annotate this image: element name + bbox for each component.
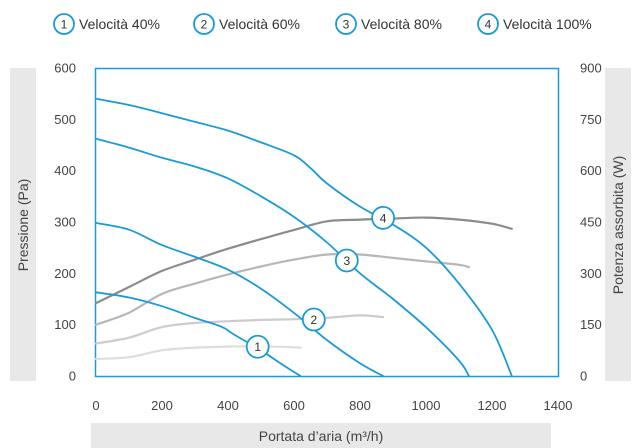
curve-marker-2 [301,307,326,332]
right-tick-label: 750 [580,112,602,127]
left-tick-label: 300 [54,215,76,230]
x-tick-label: 400 [217,398,239,413]
x-tick-label: 200 [151,398,173,413]
pressure-curve-3 [95,137,470,377]
x-tick-label: 1000 [412,398,441,413]
legend-marker-2 [193,13,215,35]
left-tick-label: 400 [54,163,76,178]
left-tick-label: 100 [54,317,76,332]
pressure-curve-4 [95,97,513,377]
legend-marker-label: 2 [201,18,208,32]
x-tick-label: 1200 [478,398,507,413]
legend-marker-label: 3 [343,18,350,32]
right-tick-label: 900 [580,61,602,76]
left-tick-label: 0 [69,369,76,384]
right-tick-label: 150 [580,317,602,332]
right-tick-label: 0 [580,369,587,384]
power-curve-2 [94,314,385,345]
legend-marker-4 [477,13,499,35]
bottom-axis-band [91,423,551,448]
legend-label: Velocità 40% [79,16,160,32]
right-tick-label: 600 [580,163,602,178]
curve-marker-label: 3 [343,254,350,268]
pressure-curve-2 [95,222,384,377]
y-right-axis-title: Potenza assorbita (W) [610,156,626,295]
left-tick-label: 600 [54,61,76,76]
pressure-curves [95,97,513,377]
right-axis-band [605,68,631,381]
power-curves [94,216,513,360]
x-axis-title: Portata d’aria (m³/h) [259,428,383,444]
x-tick-label: 600 [283,398,305,413]
x-tick-label: 1400 [544,398,573,413]
curve-markers: 1 2 3 4 [245,205,396,359]
x-tick-label: 0 [92,398,99,413]
curve-marker-4 [371,205,396,230]
right-tick-label: 450 [580,215,602,230]
power-curve-4 [94,216,513,305]
right-axis-ticks: 0 150 300 450 600 750 900 [580,61,602,384]
legend-marker-label: 4 [485,18,492,32]
left-axis-band [10,68,36,381]
right-tick-label: 300 [580,266,602,281]
curve-marker-1 [245,334,270,359]
curve-marker-label: 2 [310,313,317,327]
left-tick-label: 500 [54,112,76,127]
x-axis-ticks: 0 200 400 600 800 1000 1200 1400 [92,398,572,413]
x-tick-label: 800 [349,398,371,413]
left-tick-label: 200 [54,266,76,281]
curve-marker-label: 1 [254,340,261,354]
legend: 1 Velocità 40% 2 Velocità 60% 3 Velocità 80% 4… [53,13,592,35]
legend-marker-3 [335,13,357,35]
legend-label: Velocità 100% [503,16,592,32]
power-curve-3 [94,252,470,326]
legend-marker-1 [53,13,75,35]
curve-marker-3 [334,248,359,273]
curve-marker-label: 4 [380,211,387,225]
legend-label: Velocità 60% [219,16,300,32]
y-left-axis-title: Pressione (Pa) [15,179,31,272]
legend-marker-label: 1 [61,18,68,32]
pressure-curve-1 [95,291,302,377]
left-axis-ticks: 0 100 200 300 400 500 600 [54,61,76,384]
legend-label: Velocità 80% [361,16,442,32]
